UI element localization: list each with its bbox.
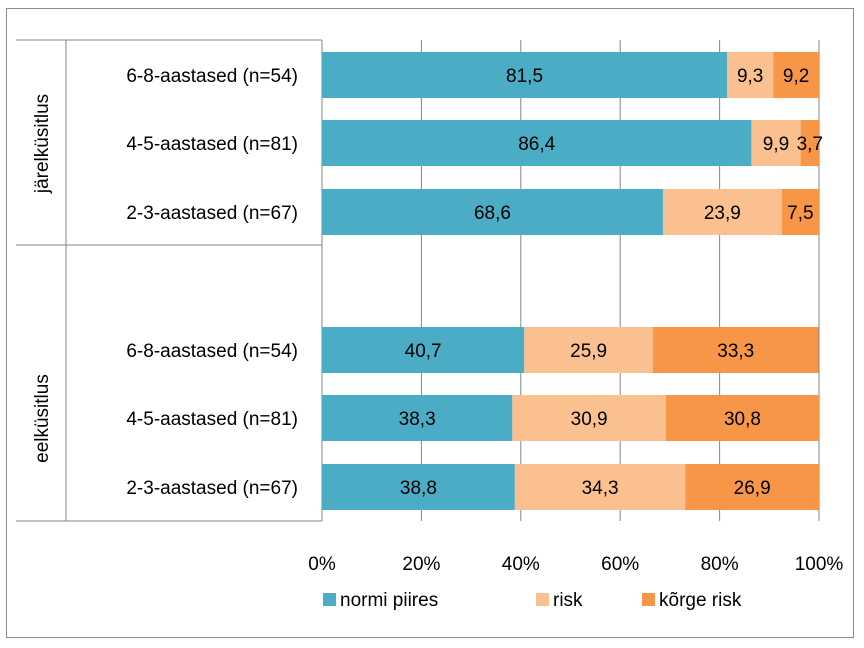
category-label: 4-5-aastased (n=81)	[126, 409, 298, 430]
data-label: 3,7	[797, 134, 823, 155]
data-label: 38,8	[400, 478, 437, 499]
x-tick-label: 60%	[601, 554, 639, 575]
data-label: 30,9	[571, 409, 608, 430]
category-label: 4-5-aastased (n=81)	[126, 134, 298, 155]
bar-segment	[322, 120, 752, 166]
data-label: 9,3	[737, 66, 763, 87]
bar-segment	[524, 327, 654, 373]
bar-segment	[322, 327, 525, 373]
bar-segment	[662, 189, 782, 235]
legend-swatch	[536, 593, 549, 606]
bar-segment	[322, 395, 513, 441]
x-tick-label: 100%	[795, 554, 844, 575]
bar-segment	[781, 189, 819, 235]
x-tick-label: 80%	[701, 554, 739, 575]
legend-swatch	[642, 593, 655, 606]
bar-segment	[322, 52, 728, 98]
data-label: 68,6	[474, 203, 511, 224]
category-label: 2-3-aastased (n=67)	[126, 203, 298, 224]
legend-label: risk	[553, 590, 583, 611]
legend-label: normi piires	[340, 590, 438, 611]
bar-segment	[322, 464, 515, 510]
bar-segment	[665, 395, 819, 441]
bar-segment	[685, 464, 819, 510]
data-label: 34,3	[582, 478, 619, 499]
bar-segment	[322, 189, 663, 235]
group-label: eelküsitlus	[32, 374, 53, 463]
bar-segment	[653, 327, 819, 373]
category-label: 6-8-aastased (n=54)	[126, 341, 298, 362]
data-label: 30,8	[724, 409, 761, 430]
data-label: 9,2	[783, 66, 809, 87]
x-tick-label: 0%	[308, 554, 336, 575]
chart-frame	[6, 8, 854, 638]
data-label: 81,5	[506, 66, 543, 87]
bar-segment	[514, 464, 686, 510]
category-label: 6-8-aastased (n=54)	[126, 66, 298, 87]
data-label: 25,9	[570, 341, 607, 362]
legend-label: kõrge risk	[659, 590, 742, 611]
data-label: 33,3	[717, 341, 754, 362]
data-label: 9,9	[763, 134, 789, 155]
bar-segment	[800, 120, 819, 166]
bar-segment	[773, 52, 819, 98]
data-label: 38,3	[399, 409, 436, 430]
data-label: 7,5	[787, 203, 813, 224]
data-label: 26,9	[734, 478, 771, 499]
x-tick-label: 20%	[402, 554, 440, 575]
bar-segment	[512, 395, 666, 441]
data-label: 40,7	[405, 341, 442, 362]
category-label: 2-3-aastased (n=67)	[126, 478, 298, 499]
legend-swatch	[323, 593, 336, 606]
x-tick-label: 40%	[502, 554, 540, 575]
data-label: 86,4	[518, 134, 555, 155]
data-label: 23,9	[704, 203, 741, 224]
bar-segment	[727, 52, 774, 98]
bar-segment	[751, 120, 801, 166]
group-label: järelküsitlus	[32, 94, 53, 194]
